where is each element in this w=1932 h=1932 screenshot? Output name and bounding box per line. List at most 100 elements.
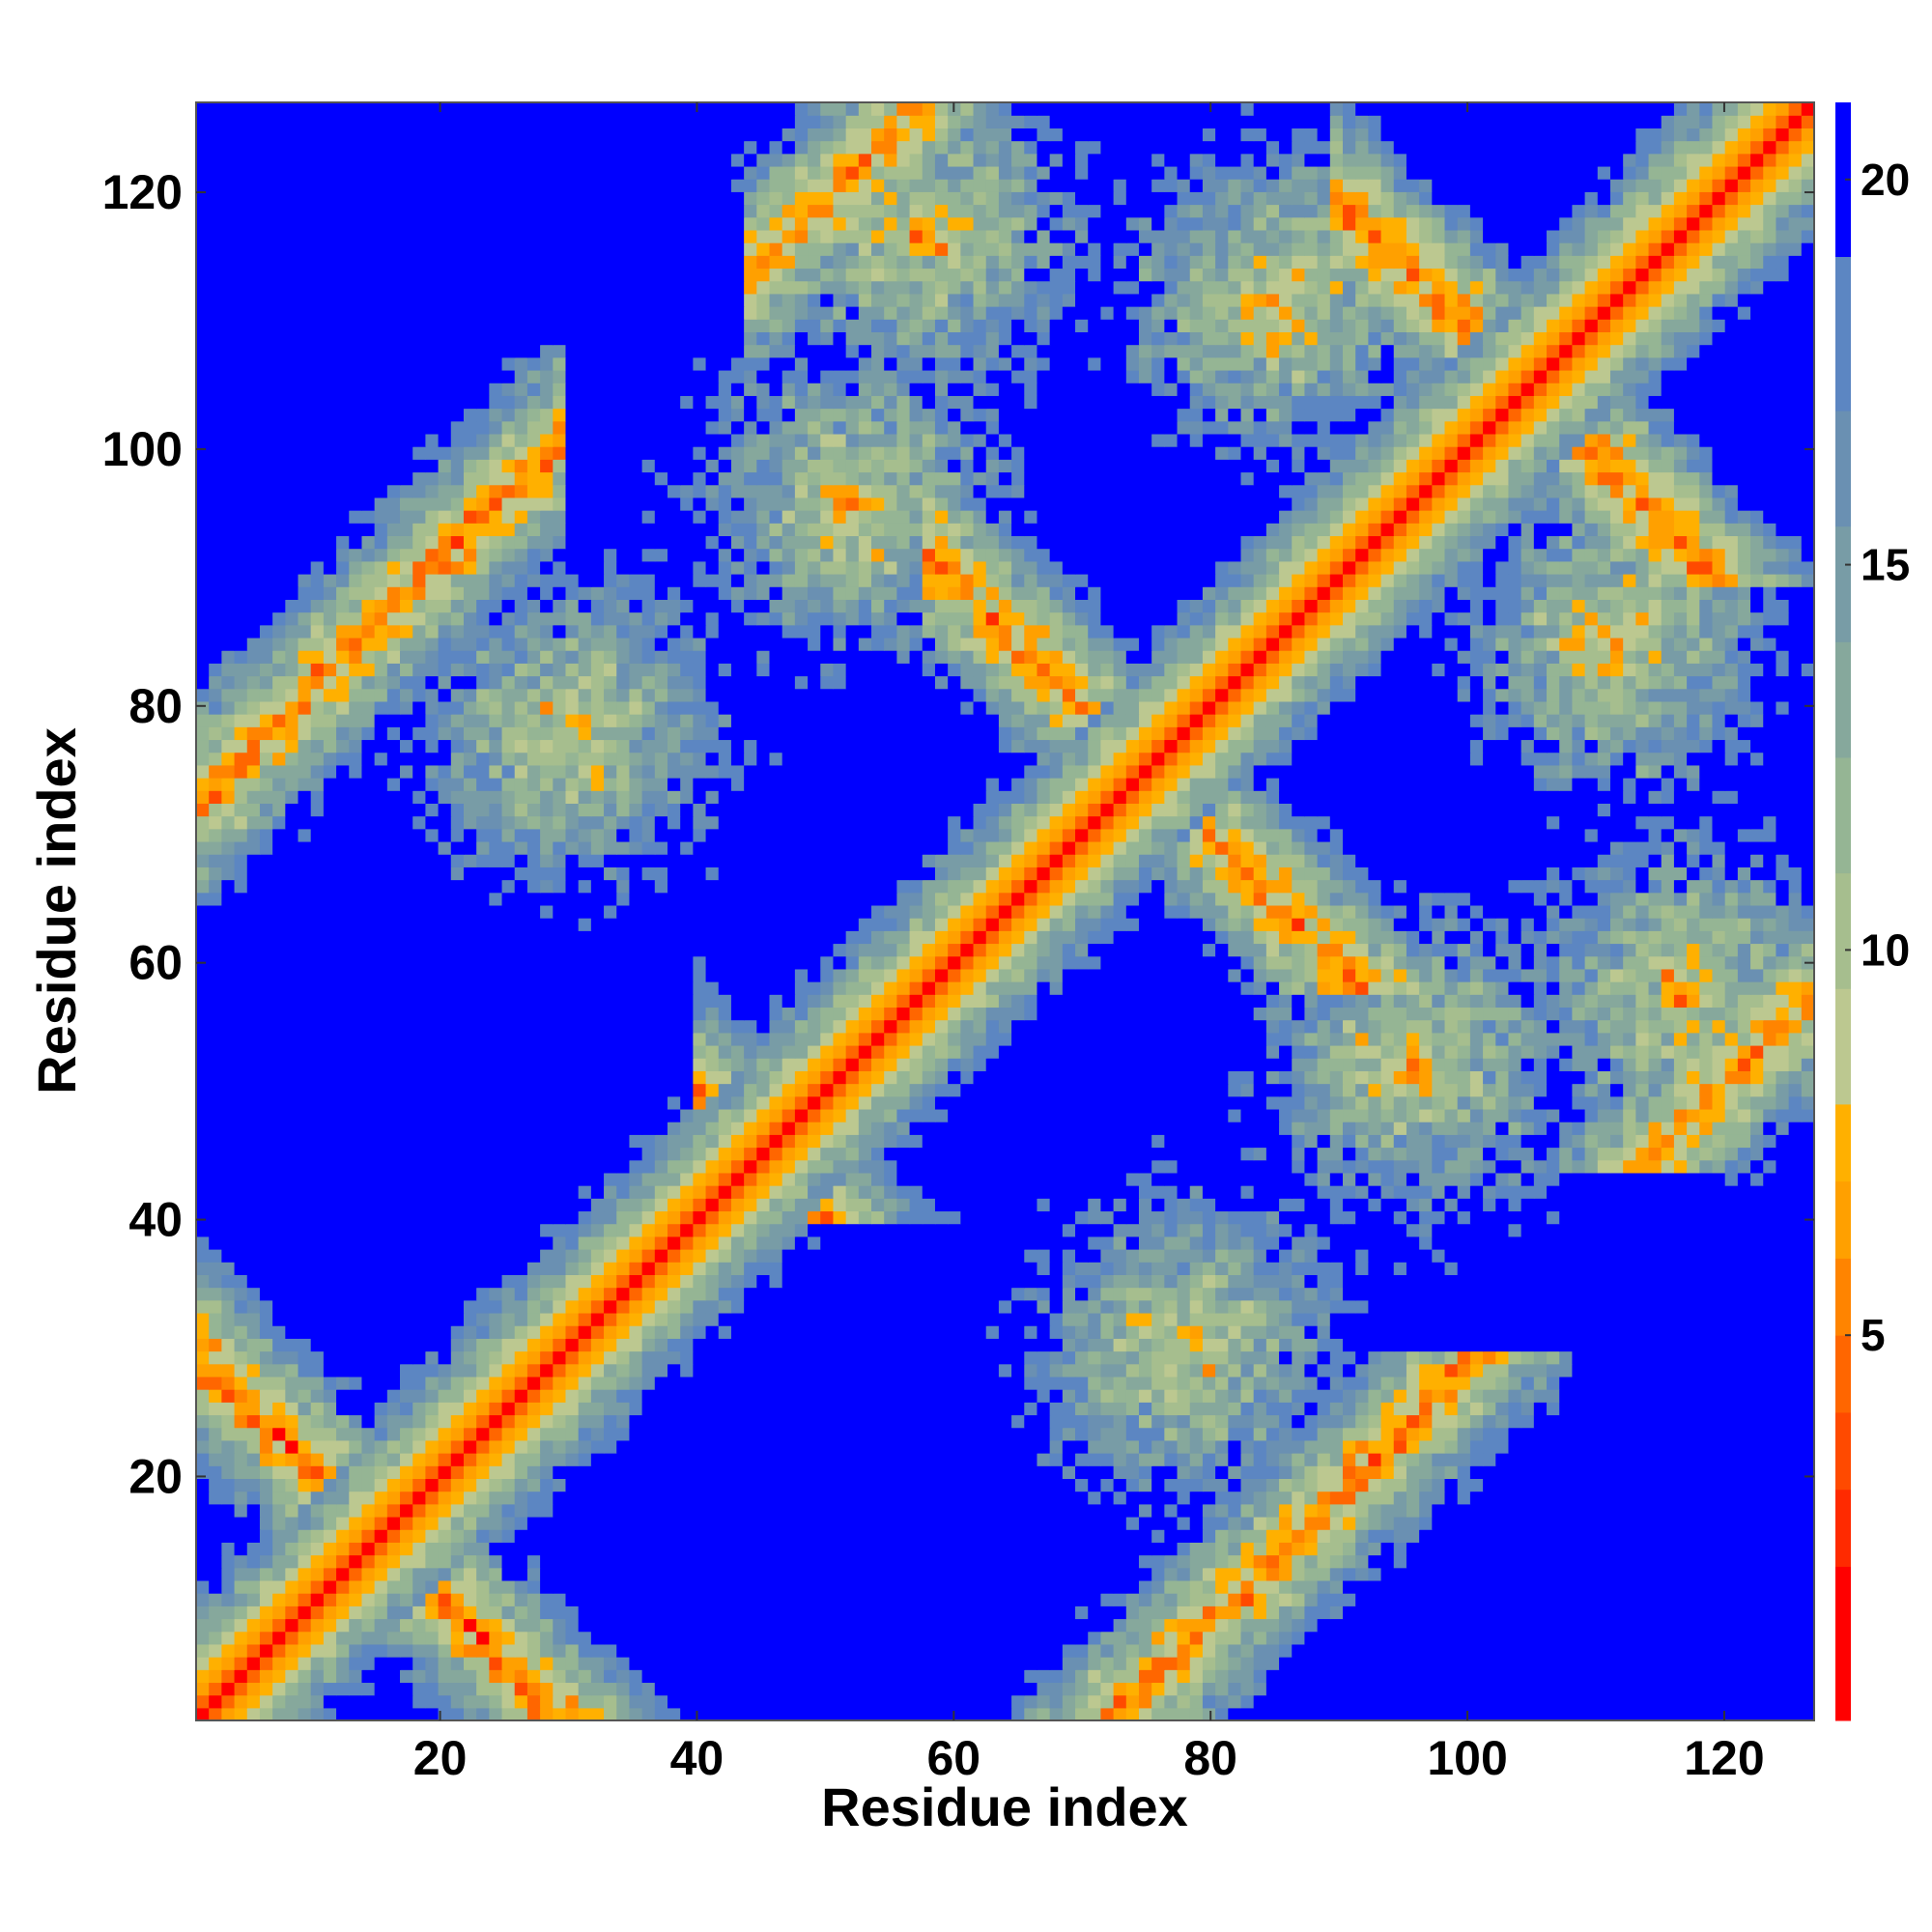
heatmap-cell	[1380, 1631, 1395, 1645]
heatmap-cell	[960, 1287, 975, 1301]
heatmap-cell	[1724, 1465, 1739, 1480]
heatmap-cell	[1113, 1376, 1127, 1390]
heatmap-cell	[1253, 1516, 1267, 1530]
heatmap-cell	[1138, 1236, 1152, 1250]
heatmap-cell	[1125, 1249, 1140, 1263]
heatmap-cell	[1125, 1389, 1140, 1403]
heatmap-cell	[769, 1491, 783, 1505]
heatmap-cell	[1609, 1236, 1624, 1250]
heatmap-cell	[1609, 1503, 1624, 1518]
heatmap-cell	[641, 1631, 656, 1645]
heatmap-cell	[693, 1465, 707, 1480]
heatmap-cell	[1037, 1338, 1051, 1352]
heatmap-cell	[1572, 1338, 1586, 1352]
heatmap-cell	[654, 1312, 668, 1326]
heatmap-cell	[1253, 1287, 1267, 1301]
heatmap-cell	[463, 1402, 477, 1416]
heatmap-cell	[896, 1567, 911, 1581]
heatmap-cell	[1215, 1503, 1229, 1518]
heatmap-cell	[1138, 1554, 1152, 1569]
heatmap-cell	[526, 1478, 541, 1492]
heatmap-cell	[1253, 1299, 1267, 1314]
heatmap-cell	[196, 1657, 210, 1670]
heatmap-cell	[285, 1274, 299, 1289]
heatmap-cell	[845, 1376, 860, 1390]
heatmap-cell	[1712, 1478, 1726, 1492]
heatmap-cell	[578, 1516, 592, 1530]
heatmap-cell	[1533, 1350, 1548, 1365]
heatmap-cell	[526, 1643, 541, 1658]
heatmap-cell	[1673, 1274, 1688, 1289]
heatmap-cell	[501, 1287, 516, 1301]
heatmap-cell	[209, 1605, 222, 1620]
heatmap-cell	[590, 1579, 605, 1594]
heatmap-cell	[1125, 1338, 1140, 1352]
heatmap-cell	[565, 1274, 580, 1289]
heatmap-cell	[1228, 1643, 1242, 1658]
heatmap-cell	[1432, 1707, 1446, 1721]
heatmap-cell	[565, 1312, 580, 1326]
heatmap-cell	[1355, 1682, 1369, 1696]
heatmap-cell	[922, 1402, 936, 1416]
heatmap-cell	[1164, 1325, 1179, 1339]
heatmap-cell	[553, 1478, 567, 1492]
heatmap-cell	[412, 1618, 426, 1633]
heatmap-cell	[616, 1338, 631, 1352]
heatmap-cell	[259, 1262, 273, 1275]
heatmap-cell	[1788, 1439, 1803, 1454]
heatmap-cell	[526, 1338, 541, 1352]
heatmap-cell	[386, 1210, 401, 1225]
heatmap-cell	[590, 1312, 605, 1326]
heatmap-cell	[1661, 1363, 1675, 1378]
heatmap-cell	[960, 1579, 975, 1594]
heatmap-cell	[1317, 1631, 1331, 1645]
heatmap-cell	[845, 1325, 860, 1339]
heatmap-cell	[1343, 1299, 1356, 1314]
heatmap-cell	[1520, 1529, 1535, 1543]
heatmap-cell	[565, 1516, 580, 1530]
heatmap-cell	[476, 1376, 490, 1390]
heatmap-cell	[374, 1554, 388, 1569]
heatmap-cell	[1673, 1249, 1688, 1263]
heatmap-cell	[501, 1567, 516, 1581]
heatmap-cell	[501, 1682, 516, 1696]
heatmap-cell	[1763, 1402, 1777, 1416]
heatmap-cell	[1393, 1465, 1407, 1480]
heatmap-cell	[1304, 1402, 1319, 1416]
heatmap-cell	[1661, 1478, 1675, 1492]
heatmap-cell	[1329, 1338, 1344, 1352]
heatmap-cell	[438, 1643, 452, 1658]
heatmap-cell	[1584, 1503, 1599, 1518]
heatmap-cell	[1776, 1262, 1790, 1275]
heatmap-cell	[336, 1363, 350, 1378]
heatmap-cell	[1177, 1338, 1191, 1352]
heatmap-cell	[1597, 1223, 1611, 1237]
heatmap-cell	[1343, 1605, 1356, 1620]
heatmap-cell	[922, 1605, 936, 1620]
heatmap-cell	[553, 1414, 567, 1429]
heatmap-cell	[871, 1579, 885, 1594]
heatmap-cell	[998, 1402, 1012, 1416]
heatmap-cell	[1597, 1414, 1611, 1429]
heatmap-cell	[1788, 1657, 1803, 1670]
heatmap-cell	[1151, 1593, 1165, 1606]
heatmap-cell	[1317, 1593, 1331, 1606]
heatmap-cell	[1801, 1299, 1815, 1314]
heatmap-cell	[349, 1529, 363, 1543]
heatmap-cell	[590, 1439, 605, 1454]
heatmap-cell	[730, 1274, 745, 1289]
heatmap-cell	[1164, 1376, 1179, 1390]
heatmap-cell	[1343, 1643, 1356, 1658]
heatmap-cell	[1635, 1643, 1650, 1658]
heatmap-cell	[1393, 1478, 1407, 1492]
heatmap-cell	[1559, 1262, 1574, 1275]
heatmap-cell	[196, 1682, 210, 1696]
heatmap-cell	[845, 1236, 860, 1250]
heatmap-cell	[196, 1287, 210, 1301]
heatmap-cell	[833, 1669, 847, 1684]
heatmap-cell	[1317, 1579, 1331, 1594]
heatmap-cell	[1687, 1465, 1700, 1480]
heatmap-cell	[565, 1529, 580, 1543]
heatmap-cell	[1699, 1631, 1714, 1645]
heatmap-cell	[450, 1389, 465, 1403]
